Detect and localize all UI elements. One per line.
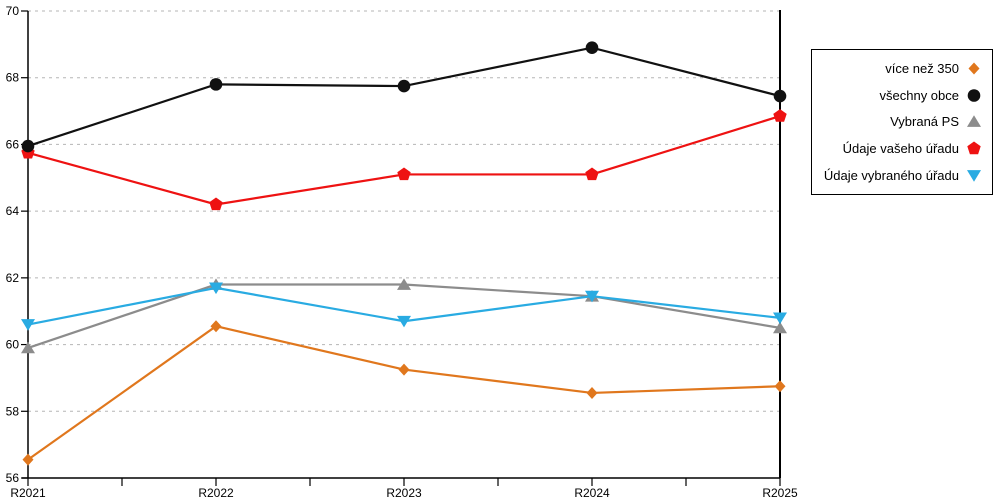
legend-item-label: Údaje vybraného úřadu (823, 168, 959, 184)
x-tick-label: R2024 (574, 486, 610, 500)
data-point (773, 109, 787, 122)
data-point (774, 380, 786, 393)
legend-item: Údaje vybraného úřadu (816, 168, 982, 183)
legend-item-label: všechny obce (879, 87, 960, 103)
legend-item: všechny obce (816, 88, 982, 103)
pentagon-icon (967, 141, 981, 155)
legend-item: Vybraná PS (816, 114, 982, 129)
legend-item-label: více než 350 (885, 60, 959, 76)
data-point (22, 453, 34, 466)
data-point (397, 79, 411, 93)
data-point (209, 197, 223, 211)
legend: více než 350 všechny obce Vybraná PS Údaje … (811, 49, 993, 195)
y-tick-label: 66 (6, 137, 20, 151)
x-tick-label: R2023 (386, 486, 422, 500)
data-point (397, 278, 411, 290)
x-tick-label: R2022 (198, 486, 234, 500)
data-point (210, 320, 222, 333)
data-point (773, 312, 787, 325)
y-tick-label: 70 (6, 4, 20, 18)
legend-item-label: Vybraná PS (890, 114, 959, 130)
y-tick-label: 60 (6, 338, 20, 352)
legend-item-label: Údaje vašeho úřadu (842, 141, 959, 157)
data-point (21, 319, 35, 331)
data-point (773, 321, 787, 334)
data-point (585, 41, 599, 54)
y-tick-label: 64 (6, 204, 20, 218)
data-point (773, 89, 787, 103)
data-point (21, 341, 35, 354)
series-line-1 (27, 325, 781, 461)
legend-item: více než 350 (816, 61, 982, 76)
diamond-icon (968, 62, 980, 75)
y-tick-label: 68 (6, 71, 20, 85)
data-point (21, 139, 35, 153)
data-point (397, 315, 411, 328)
y-tick-label: 56 (6, 471, 20, 485)
data-point (397, 167, 411, 181)
series-line-2 (27, 46, 781, 148)
data-point (398, 363, 410, 376)
y-tick-label: 62 (6, 271, 20, 285)
triangle-up-icon (967, 115, 981, 128)
triangle-down-icon (967, 170, 981, 182)
x-tick-label: R2025 (762, 486, 798, 500)
x-tick-label: R2021 (10, 486, 46, 500)
data-point (585, 290, 599, 303)
data-point (585, 167, 599, 181)
legend-item: Údaje vašeho úřadu (816, 141, 982, 156)
circle-icon (967, 88, 981, 102)
series-line-4 (27, 115, 781, 206)
y-tick-label: 58 (6, 404, 20, 418)
data-point (586, 386, 598, 399)
data-point (209, 282, 223, 295)
data-point (209, 78, 223, 91)
